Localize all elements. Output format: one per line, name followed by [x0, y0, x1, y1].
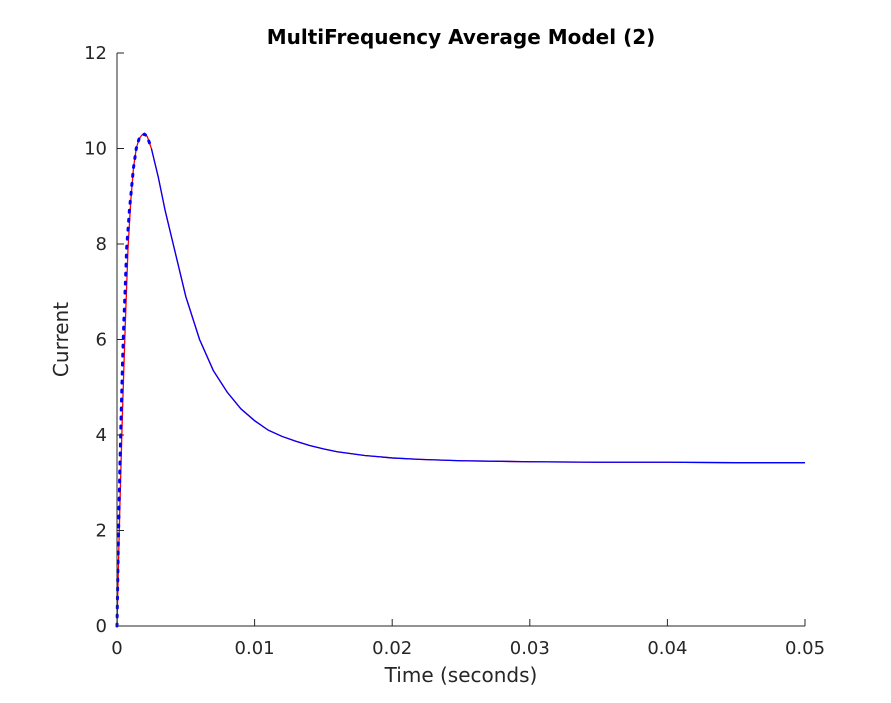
- series-1-line-dotted: [115, 132, 153, 628]
- chart-title: MultiFrequency Average Model (2): [267, 25, 656, 49]
- series-layer: [115, 132, 805, 628]
- y-tick-label: 12: [84, 43, 107, 64]
- x-tick-label: 0.01: [235, 638, 275, 659]
- y-ticks: 0 2 4 6 8 10 12: [84, 43, 124, 637]
- x-tick-label: 0.02: [372, 638, 412, 659]
- plot-area: [117, 53, 805, 626]
- y-tick-label: 10: [84, 139, 107, 160]
- series-1-line: [150, 148, 805, 464]
- y-tick-label: 4: [96, 425, 107, 446]
- y-tick-label: 0: [96, 616, 107, 637]
- x-axis-label: Time (seconds): [384, 663, 538, 687]
- x-tick-label: 0.05: [785, 638, 825, 659]
- x-ticks: 0 0.01 0.02 0.03 0.04 0.05: [111, 619, 825, 659]
- y-tick-label: 8: [96, 234, 107, 255]
- x-tick-label: 0.03: [510, 638, 550, 659]
- x-tick-label: 0: [111, 638, 122, 659]
- y-tick-label: 6: [96, 330, 107, 351]
- x-tick-label: 0.04: [647, 638, 687, 659]
- y-tick-label: 2: [96, 521, 107, 542]
- y-axis-label: Current: [49, 302, 73, 377]
